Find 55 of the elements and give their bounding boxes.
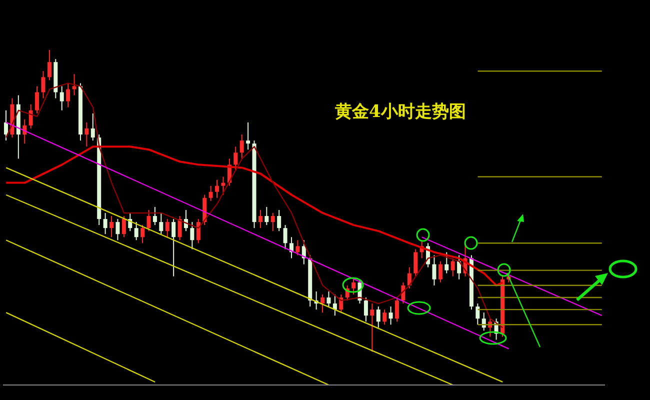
candlestick — [90, 112, 95, 142]
candlestick — [60, 86, 64, 111]
candlestick — [364, 296, 368, 322]
candlestick — [116, 218, 120, 241]
candlestick — [438, 260, 442, 283]
candlestick — [172, 218, 176, 277]
candlestick — [407, 266, 412, 289]
candlestick — [28, 104, 33, 129]
candlestick — [103, 212, 108, 235]
candlestick — [152, 206, 157, 226]
candlestick — [258, 209, 262, 229]
candlestick — [190, 222, 194, 250]
candlestick — [264, 206, 269, 226]
candlestick — [326, 290, 331, 308]
candlestick — [84, 122, 89, 148]
candlestick — [277, 209, 282, 232]
candlestick — [122, 215, 126, 238]
candlestick — [270, 212, 275, 232]
candlestick — [457, 254, 462, 280]
candlestick — [394, 296, 399, 322]
candlestick — [221, 176, 226, 196]
candlestick — [476, 303, 480, 326]
candlestick — [234, 146, 238, 172]
candlestick — [450, 258, 455, 277]
candlestick — [159, 212, 164, 235]
candlestick — [140, 224, 145, 244]
candlestick — [388, 306, 393, 326]
candlestick — [240, 134, 244, 160]
candlestick — [35, 86, 40, 114]
candlestick — [110, 215, 114, 238]
candlestick — [165, 218, 170, 238]
text: 黄金4小时走势图 — [335, 101, 466, 123]
candlestick — [432, 254, 436, 286]
candlestick — [352, 278, 356, 295]
candlestick — [414, 248, 418, 277]
candlestick — [370, 303, 374, 352]
candlestick — [215, 179, 220, 198]
candlestick — [41, 70, 46, 99]
candlestick — [66, 82, 70, 108]
candlestick — [283, 224, 288, 250]
candlestick — [178, 215, 182, 241]
candlestick — [382, 309, 387, 326]
candlestick — [72, 74, 76, 96]
candlestick — [208, 185, 213, 202]
candlestick — [196, 218, 200, 244]
candlestick — [4, 110, 8, 142]
candlestick — [246, 122, 250, 150]
candlestick — [296, 240, 300, 256]
candlestick — [320, 294, 325, 314]
candlestick — [376, 306, 380, 328]
candlestick — [146, 209, 151, 232]
candlestick — [47, 50, 52, 81]
candlestick — [134, 222, 138, 241]
candlestick — [332, 294, 337, 316]
candlestick — [444, 252, 449, 274]
